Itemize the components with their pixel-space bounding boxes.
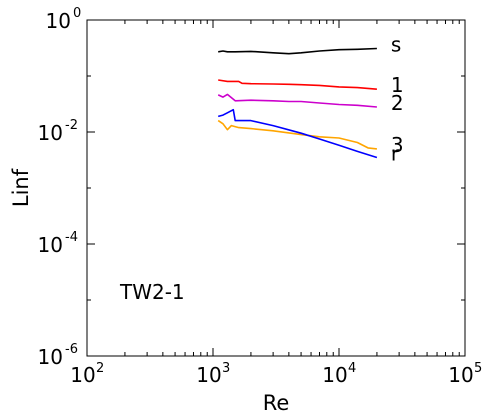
y-tick-label-exponent: -2 (65, 118, 78, 133)
series-label-s: s (391, 32, 401, 56)
y-tick-label: 10 (38, 345, 63, 369)
y-tick-label-exponent: -4 (65, 230, 78, 245)
y-tick-label: 10 (38, 233, 63, 257)
y-axis-title: Linf (9, 168, 33, 207)
series-line-s (218, 47, 377, 55)
x-tick-label-exponent: 5 (474, 361, 482, 376)
plot-area (86, 19, 466, 357)
x-axis-title: Re (263, 391, 290, 415)
series-line-3 (217, 119, 377, 150)
x-tick-label-exponent: 4 (348, 361, 356, 376)
y-tick-label-exponent: 0 (73, 6, 81, 21)
x-tick-label-exponent: 2 (96, 361, 104, 376)
x-tick-label-exponent: 3 (222, 361, 230, 376)
series-label-1: 1 (391, 73, 404, 97)
x-tick-label: 10 (70, 363, 95, 387)
y-tick-label-exponent: -6 (65, 342, 78, 357)
chart-annotation: TW2-1 (119, 280, 185, 304)
series-line-2 (217, 93, 377, 108)
series-labels: s 12 3r (391, 32, 404, 165)
series-label-2: 2 (391, 91, 404, 115)
y-tick-label: 10 (38, 121, 63, 145)
x-tick-label: 10 (448, 363, 473, 387)
series-line-1 (218, 79, 377, 90)
series-lines (217, 47, 378, 159)
series-line-r (217, 108, 378, 159)
series-label-3: 3 (391, 133, 404, 157)
x-tick-label: 10 (196, 363, 221, 387)
plot-frame (86, 19, 466, 357)
series-label-r: r (391, 142, 400, 166)
axis-ticks: 10 2 10 3 10 4 10 510 010 -210 -410 -6 (38, 6, 483, 387)
x-tick-label: 10 (322, 363, 347, 387)
y-tick-label: 10 (46, 9, 71, 33)
